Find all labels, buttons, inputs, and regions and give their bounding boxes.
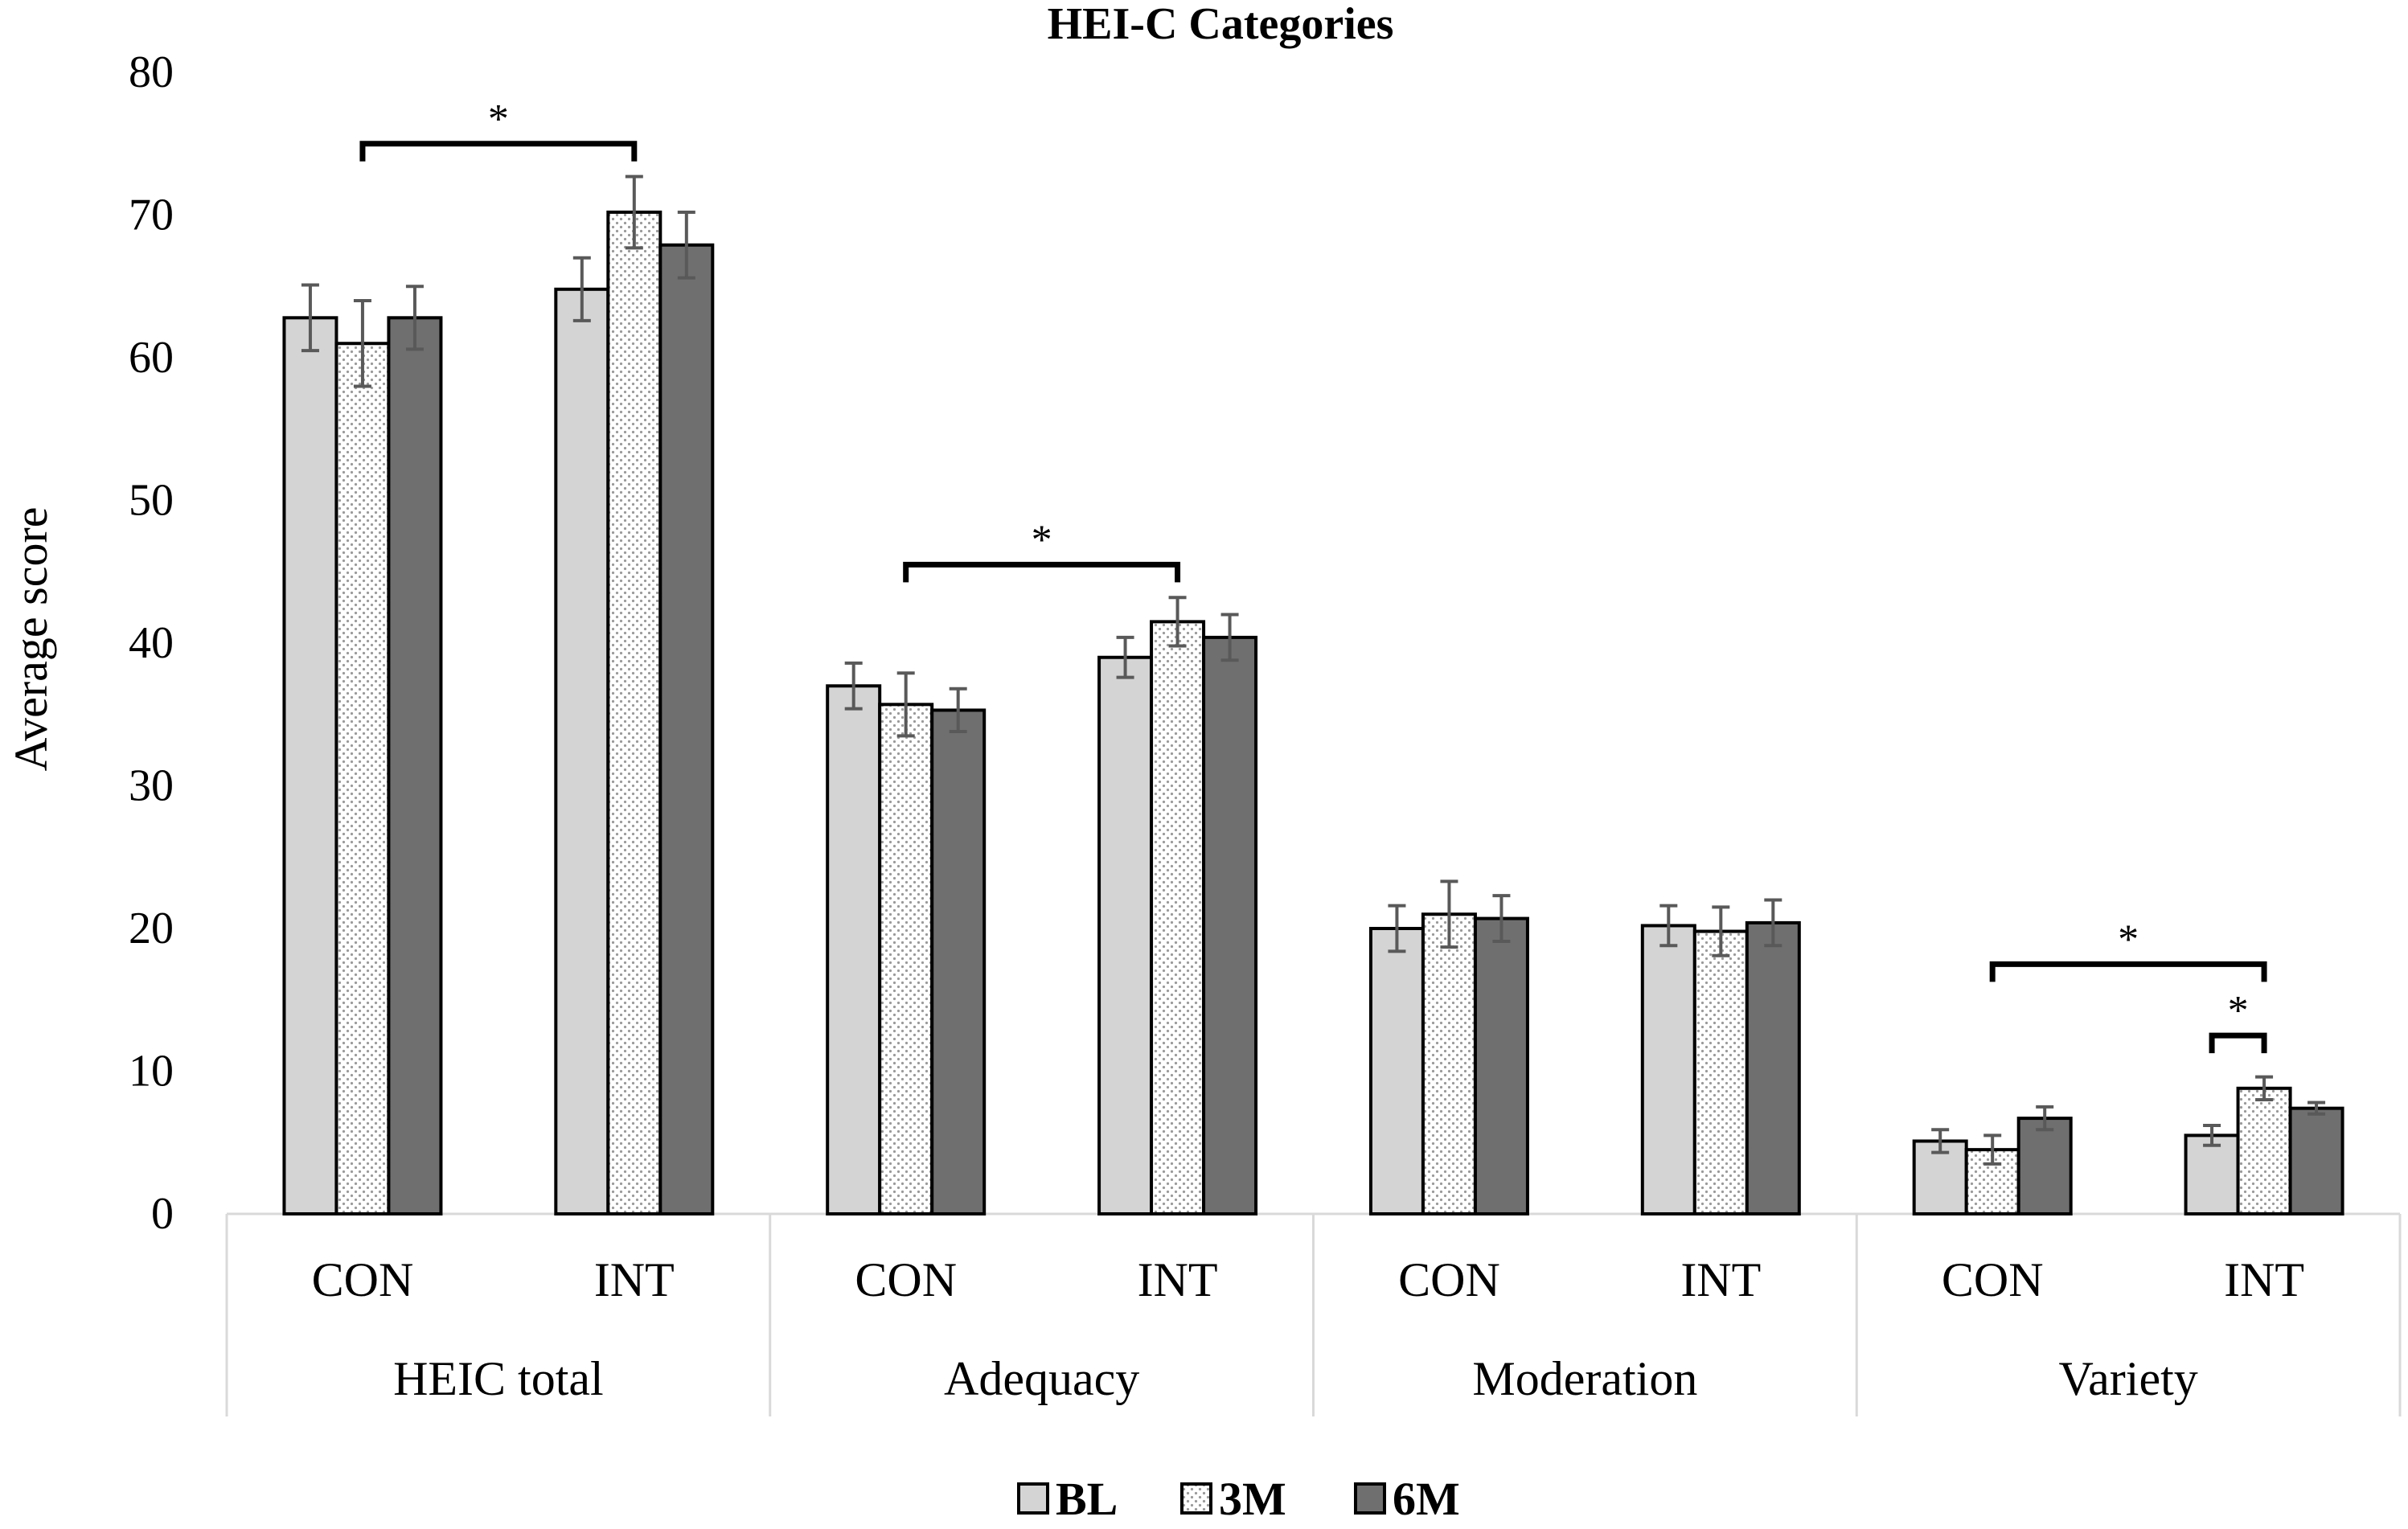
x-tick-label: INT	[1138, 1253, 1218, 1306]
significance-star: *	[488, 96, 509, 142]
group-label: HEIC total	[393, 1352, 604, 1405]
significance-bracket	[1989, 961, 2267, 982]
legend-swatch-bl	[1017, 1482, 1049, 1515]
x-tick-label: INT	[594, 1253, 675, 1306]
x-axis-labels: CON INT HEIC total CON INT Adequacy CON INT Mode…	[312, 1253, 2304, 1405]
significance-star: *	[1032, 517, 1052, 563]
significance-bracket	[2209, 1032, 2267, 1054]
y-tick-label: 60	[129, 333, 174, 383]
x-tick-label: CON	[855, 1253, 957, 1306]
x-tick-label: CON	[1942, 1253, 2044, 1306]
error-bars	[301, 174, 2326, 1166]
bar-6m	[658, 243, 715, 1215]
bar-3m	[1150, 620, 1206, 1215]
bar-3m	[334, 342, 391, 1215]
group-label: Moderation	[1472, 1352, 1697, 1405]
bar-6m	[2016, 1117, 2073, 1215]
significance-star: *	[2228, 988, 2249, 1034]
bar-bl	[554, 287, 610, 1215]
y-axis-ticks: 0 10 20 30 40 50 60 70 80	[129, 47, 174, 1239]
y-tick-label: 70	[129, 191, 174, 240]
y-tick-label: 30	[129, 761, 174, 811]
bar-6m	[2288, 1106, 2344, 1216]
y-tick-label: 0	[151, 1189, 174, 1239]
bar-6m	[1745, 920, 1801, 1216]
bar-6m	[930, 708, 987, 1215]
significance-annotations: * * * *	[359, 96, 2267, 1054]
group-label: Adequacy	[944, 1352, 1139, 1405]
bar-6m	[387, 316, 443, 1215]
y-tick-label: 40	[129, 618, 174, 668]
y-tick-label: 50	[129, 476, 174, 526]
bar-3m	[1421, 912, 1477, 1215]
bar-bl	[282, 316, 338, 1215]
legend-swatch-6m	[1354, 1482, 1386, 1515]
legend-swatch-3m	[1180, 1482, 1212, 1515]
legend-label-3m: 3M	[1219, 1473, 1286, 1525]
bar-6m	[1202, 635, 1258, 1215]
x-tick-label: INT	[1680, 1253, 1761, 1306]
bar-bl	[1097, 655, 1154, 1215]
bar-3m	[878, 703, 934, 1215]
significance-bracket	[903, 561, 1181, 583]
group-label: Variety	[2058, 1352, 2197, 1405]
bar-3m	[606, 210, 663, 1216]
x-tick-label: CON	[1398, 1253, 1500, 1306]
bar-bl	[2184, 1133, 2240, 1215]
y-tick-label: 80	[129, 47, 174, 97]
significance-bracket	[359, 141, 638, 162]
chart-title: HEI-C Categories	[1048, 0, 1394, 49]
bars	[282, 210, 2344, 1216]
x-tick-label: CON	[312, 1253, 414, 1306]
bar-bl	[1640, 924, 1696, 1215]
legend-label-bl: BL	[1056, 1473, 1118, 1525]
bar-bl	[826, 684, 882, 1215]
bar-bl	[1368, 927, 1425, 1215]
y-axis-label: Average score	[5, 507, 57, 772]
significance-star: *	[2118, 916, 2139, 962]
y-tick-label: 10	[129, 1047, 174, 1097]
legend-label-6m: 6M	[1393, 1473, 1460, 1525]
legend: BL 3M 6M	[1017, 1473, 1460, 1525]
bar-3m	[1692, 929, 1749, 1216]
y-tick-label: 20	[129, 904, 174, 953]
bar-3m	[2236, 1086, 2292, 1216]
x-tick-label: INT	[2224, 1253, 2304, 1306]
bar-6m	[1473, 916, 1529, 1215]
